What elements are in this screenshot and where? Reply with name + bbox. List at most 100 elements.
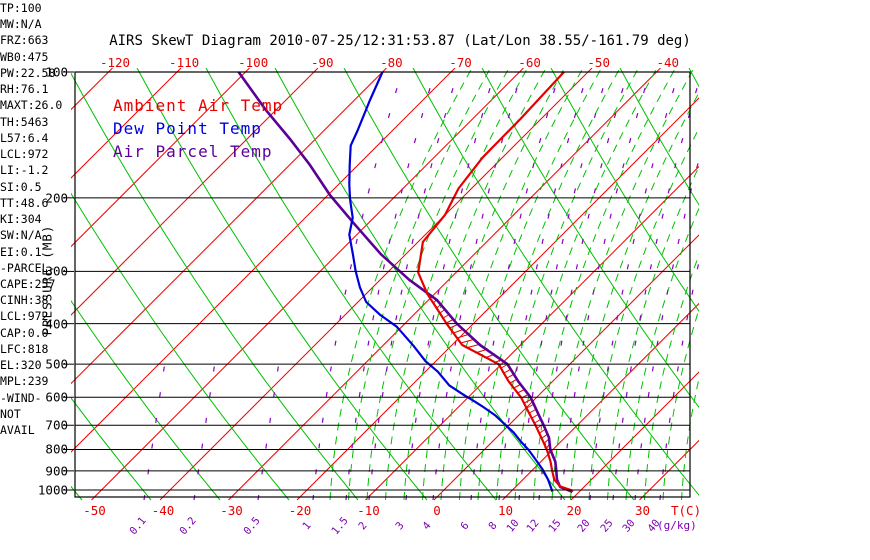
page-title: AIRS SkewT Diagram 2010-07-25/12:31:53.8…: [109, 33, 691, 49]
legend-dew-point: Dew Point Temp: [113, 119, 262, 138]
index-item: AVAIL: [0, 423, 35, 438]
bottom-temp-label: -10: [357, 503, 380, 518]
top-temp-label: -100: [238, 55, 269, 70]
moist-adiabat-line: [477, 68, 621, 501]
pressure-tick-label: 500: [45, 356, 68, 372]
bottom-temp-label: -50: [83, 503, 106, 518]
index-item: FRZ:663: [0, 33, 49, 48]
moist-adiabat-line: [867, 68, 870, 500]
index-item: L57:6.4: [0, 130, 49, 145]
moist-adiabat-line: [329, 68, 473, 501]
index-item: CAPE:257: [0, 276, 56, 291]
dry-adiabat-line: [688, 68, 699, 88]
pressure-tick-label: 400: [45, 316, 68, 332]
index-item: RH:76.1: [0, 82, 49, 97]
pressure-tick-label: 800: [45, 441, 68, 457]
legend-ambient-temp: Ambient Air Temp: [113, 96, 284, 115]
isotherm-line: [296, 97, 699, 501]
moist-adiabat-line: [662, 307, 699, 501]
dry-adiabat-line: [412, 68, 699, 496]
moist-adiabat-line: [607, 165, 699, 501]
mixing-ratio-line: [257, 361, 280, 501]
dry-adiabat-line: [136, 68, 428, 501]
mixing-ratio-line: [312, 68, 404, 501]
mixing-ratio-line: [498, 68, 590, 501]
moist-adiabat-line: [793, 68, 870, 500]
moist-adiabat-line: [588, 127, 699, 501]
bottom-temp-label: -20: [288, 503, 312, 518]
mixing-ratio-line: [612, 79, 699, 501]
index-item: LCL:972: [0, 147, 49, 162]
moist-adiabat-line: [774, 68, 870, 500]
mixing-ratio-line: [432, 68, 524, 501]
moist-adiabat-line: [496, 68, 639, 501]
isotherm-line: [71, 68, 456, 453]
moist-adiabat-line: [830, 68, 870, 500]
mixing-ratio-line: [589, 68, 681, 501]
index-item: EL:320: [0, 358, 42, 373]
moist-adiabat-line: [848, 68, 870, 500]
moist-adiabat-line: [719, 68, 861, 500]
dry-adiabat-line: [71, 192, 290, 501]
moist-adiabat-line: [403, 68, 547, 501]
grid-layer: [0, 68, 870, 501]
dry-adiabat-line: [619, 68, 699, 206]
pressure-tick-label: 1000: [37, 482, 68, 498]
legend: Ambient Air Temp Dew Point Temp Air Parc…: [113, 94, 283, 163]
index-item: TH:5463: [0, 114, 49, 129]
pressure-tick-label: 100: [45, 64, 68, 80]
index-item: TT:48.6: [0, 195, 49, 210]
index-item: MW:N/A: [0, 17, 42, 32]
isotherm-line: [0, 68, 44, 500]
dry-adiabat-line: [758, 68, 870, 500]
moist-adiabat-line: [459, 68, 602, 501]
isotherm-line: [365, 165, 699, 501]
ambient-air-temp-curve: [417, 71, 574, 492]
dry-adiabat-line: [205, 68, 497, 501]
isotherm-line: [71, 68, 182, 179]
dry-adiabat-line: [71, 397, 152, 501]
mixing-ratio-line: [560, 68, 652, 501]
bottom-temp-label: 10: [497, 503, 514, 518]
index-item: PW:22.58: [0, 65, 56, 80]
index-item: SW:N/A: [0, 228, 42, 243]
dry-adiabat-line: [71, 72, 359, 501]
bottom-temp-label: -30: [220, 503, 243, 518]
pressure-tick-label: 900: [45, 463, 68, 479]
index-item: SI:0.5: [0, 179, 42, 194]
bottom-temp-label: 0: [433, 503, 441, 518]
dry-adiabat-line: [481, 68, 699, 409]
mixing-ratio-line: [538, 68, 630, 501]
dry-adiabat-line: [274, 68, 566, 501]
mixing-ratio-line: [405, 68, 497, 501]
bottom-temp-label: -40: [151, 503, 175, 518]
isotherm-line: [71, 68, 387, 385]
isotherm-line: [570, 371, 699, 501]
index-item: LFC:818: [0, 341, 49, 356]
index-item: WB0:475: [0, 49, 49, 64]
isotherm-line: [502, 302, 699, 501]
moist-adiabat-line: [756, 68, 870, 500]
index-item: MPL:239: [0, 374, 49, 389]
dew-point-temp-curve: [348, 71, 554, 493]
index-item: MAXT:26.0: [0, 98, 63, 113]
isotherm-line: [91, 68, 524, 501]
moist-adiabat-line: [570, 91, 699, 501]
top-temp-label: -40: [656, 55, 680, 70]
index-item: EI:0.1: [0, 244, 42, 259]
legend-air-parcel: Air Parcel Temp: [113, 142, 273, 161]
top-temp-label: -120: [99, 55, 131, 70]
mixing-ratio-line: [634, 157, 699, 501]
isotherm-line: [71, 68, 113, 111]
moist-adiabat-line: [366, 68, 510, 501]
dry-adiabat-line: [550, 68, 699, 313]
index-item: TP:100: [0, 1, 42, 15]
moist-adiabat-line: [737, 68, 870, 500]
moist-adiabat-line: [700, 68, 842, 500]
index-item: NOT: [0, 406, 21, 421]
moist-adiabat-line: [681, 376, 699, 501]
index-item: LCL:972: [0, 309, 49, 324]
index-item: KI:304: [0, 212, 42, 227]
